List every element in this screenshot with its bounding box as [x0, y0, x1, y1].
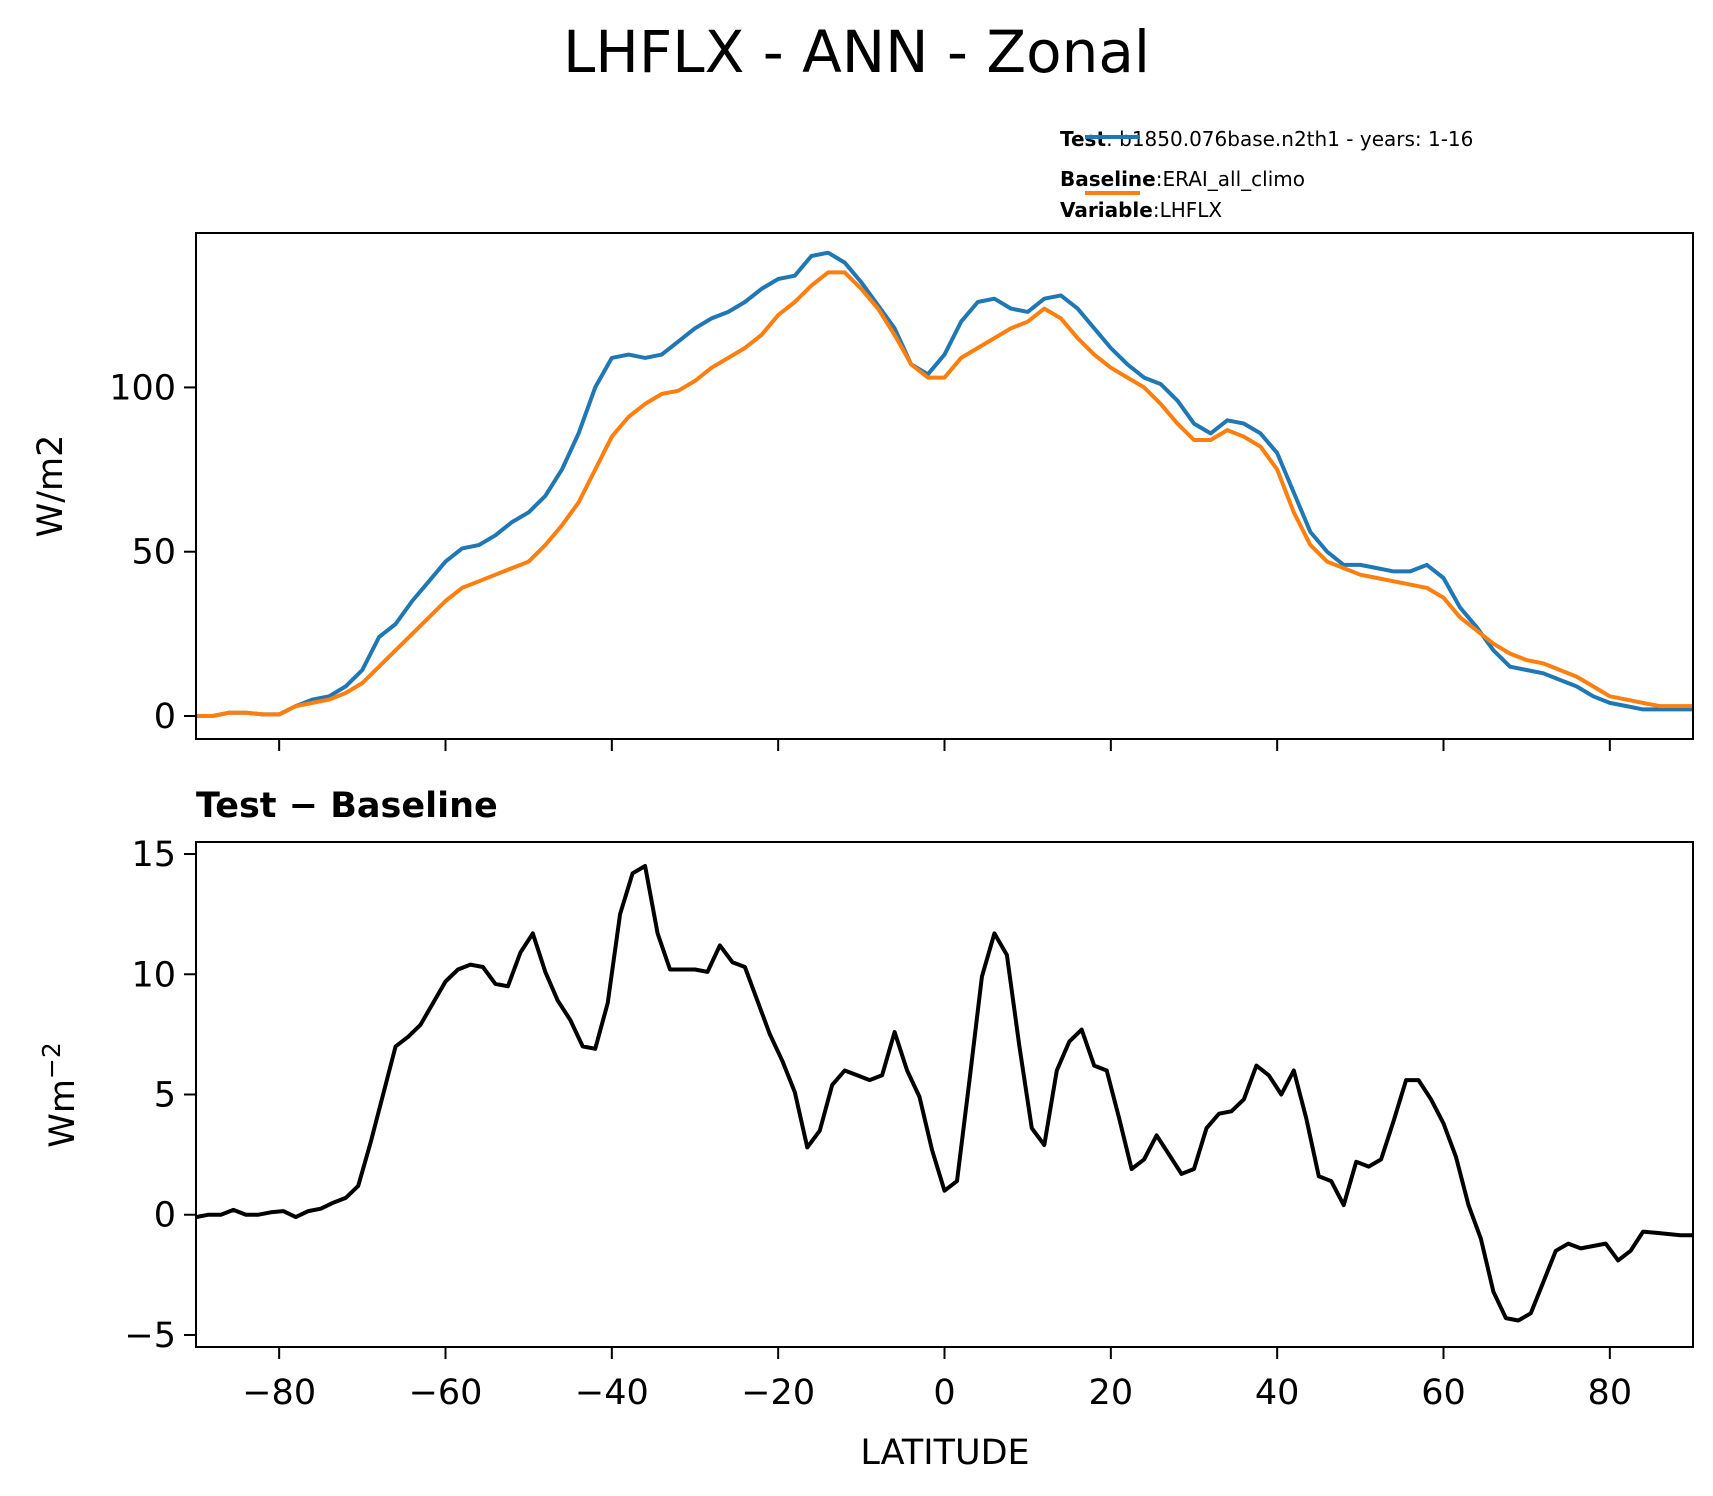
diff-xtick-label: 0	[933, 1373, 955, 1413]
zonal-series-test	[196, 250, 1693, 718]
legend-baseline-sep: :	[1155, 167, 1163, 191]
zonal-mean-panel: 0 50 100	[109, 232, 1694, 751]
legend-entry-variable: Variable:LHFLX	[1060, 198, 1222, 222]
zonal-ytick-label: 50	[131, 533, 176, 573]
legend-variable-key: Variable	[1060, 198, 1153, 222]
difference-axes-frame	[195, 841, 1694, 1348]
diff-ytick-label: 15	[131, 835, 176, 875]
legend-baseline-value: ERAI_all_climo	[1162, 167, 1305, 191]
zonal-mean-axes-frame	[195, 232, 1694, 740]
diff-ytick-label: 10	[131, 955, 176, 995]
difference-panel: −80 −60 −40 −20 0 20 40 60 80 −5 0 5 10 15	[124, 835, 1694, 1413]
zonal-series-baseline	[196, 270, 1693, 718]
diff-xtick-label: −40	[575, 1373, 649, 1413]
diff-series-test-baseline	[195, 864, 1693, 1323]
zonal-mean-ylabel: W/m2	[31, 435, 71, 538]
diff-xtick-label: −60	[409, 1373, 483, 1413]
zonal-ytick-label: 0	[154, 697, 176, 737]
figure-title: LHFLX - ANN - Zonal	[562, 18, 1151, 86]
legend-entry-baseline: Baseline:ERAI_all_climo	[1060, 167, 1305, 191]
diff-xtick-label: 80	[1588, 1373, 1633, 1413]
diff-xtick-label: 60	[1421, 1373, 1466, 1413]
difference-xlabel: LATITUDE	[860, 1433, 1029, 1473]
diff-xtick-label: −80	[242, 1373, 316, 1413]
legend-variable-sep: :	[1152, 198, 1160, 222]
diff-xtick-label: 20	[1089, 1373, 1134, 1413]
difference-ylabel: Wm−2	[37, 1042, 83, 1148]
legend-variable-value: LHFLX	[1159, 198, 1223, 222]
legend-test-value: b1850.076base.n2th1 - years: 1-16	[1119, 127, 1474, 151]
diff-ytick-label: 5	[154, 1076, 176, 1116]
diff-ytick-label: −5	[124, 1316, 176, 1356]
diff-panel-title: Test − Baseline	[196, 786, 498, 826]
diff-xtick-label: 40	[1255, 1373, 1300, 1413]
zonal-ytick-label: 100	[109, 368, 176, 408]
diff-xtick-label: −20	[741, 1373, 815, 1413]
legend-baseline-key: Baseline	[1060, 167, 1156, 191]
diff-ytick-label: 0	[154, 1196, 176, 1236]
